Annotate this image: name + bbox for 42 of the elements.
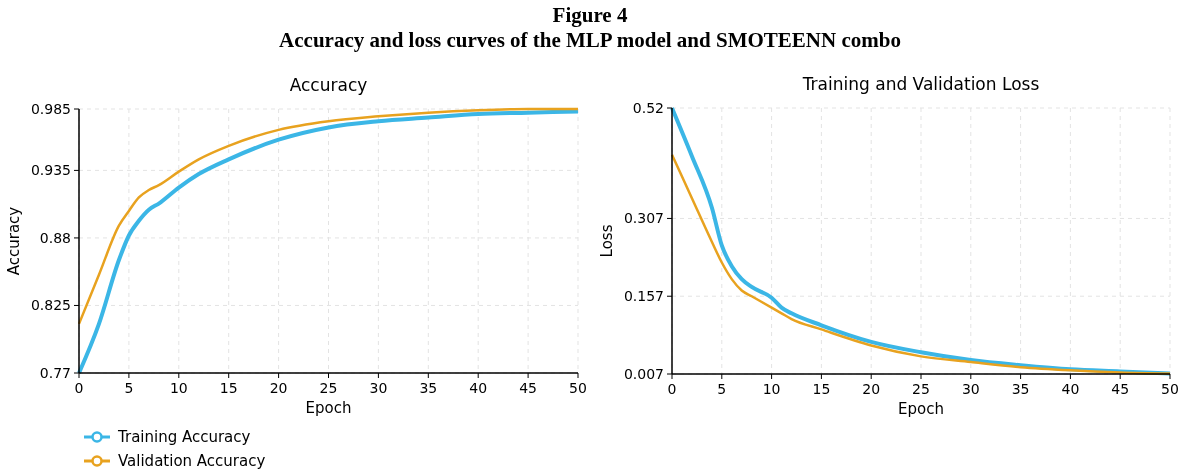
x-tick-label: 15 [812, 381, 831, 397]
y-tick-label: 0.88 [39, 229, 71, 246]
x-tick-label: 35 [1011, 381, 1030, 397]
x-tick-label: 35 [419, 380, 438, 396]
y-tick-label: 0.985 [30, 100, 71, 117]
legend-label: Validation Accuracy [118, 452, 266, 470]
x-tick-label: 10 [762, 381, 781, 397]
y-tick-label: 0.52 [632, 99, 664, 116]
y-tick-label: 0.825 [30, 297, 71, 314]
y-tick-label: 0.77 [39, 364, 71, 381]
caption: Figure 4 [552, 3, 628, 27]
x-tick-label: 40 [469, 380, 488, 396]
x-tick-label: 25 [319, 380, 338, 396]
x-tick-label: 45 [1111, 381, 1130, 397]
text: Accuracy and loss curves of the MLP model and SMOTEENN combo [279, 28, 901, 52]
x-tick-label: 5 [717, 381, 727, 397]
x-tick-label: 10 [169, 380, 188, 396]
x-tick-label: 0 [74, 380, 84, 396]
x-tick-label: 30 [369, 380, 388, 396]
y-tick-label: 0.157 [623, 288, 664, 305]
x-axis-title: Epoch [898, 400, 944, 418]
chart-title: Training and Validation Loss [801, 74, 1040, 94]
x-tick-label: 5 [124, 380, 134, 396]
y-axis-title: Loss [598, 224, 616, 258]
x-axis-title: Epoch [305, 399, 352, 417]
x-tick-label: 45 [519, 380, 538, 396]
y-tick-label: 0.307 [623, 210, 664, 227]
y-tick-label: 0.935 [30, 162, 71, 179]
legend-label: Training Accuracy [117, 428, 251, 447]
x-tick-label: 20 [269, 380, 288, 396]
chart-title: Accuracy [289, 75, 368, 95]
x-tick-label: 0 [667, 381, 677, 397]
x-tick-label: 20 [862, 381, 881, 397]
x-tick-label: 50 [1161, 381, 1179, 397]
y-axis-title: Accuracy [5, 206, 23, 276]
x-tick-label: 30 [961, 381, 980, 397]
x-tick-label: 15 [219, 380, 238, 396]
line-series [77, 109, 580, 375]
y-tick-label: 0.007 [623, 365, 664, 382]
x-tick-label: 40 [1061, 381, 1080, 397]
x-tick-label: 50 [569, 380, 587, 396]
x-tick-label: 25 [912, 381, 930, 397]
